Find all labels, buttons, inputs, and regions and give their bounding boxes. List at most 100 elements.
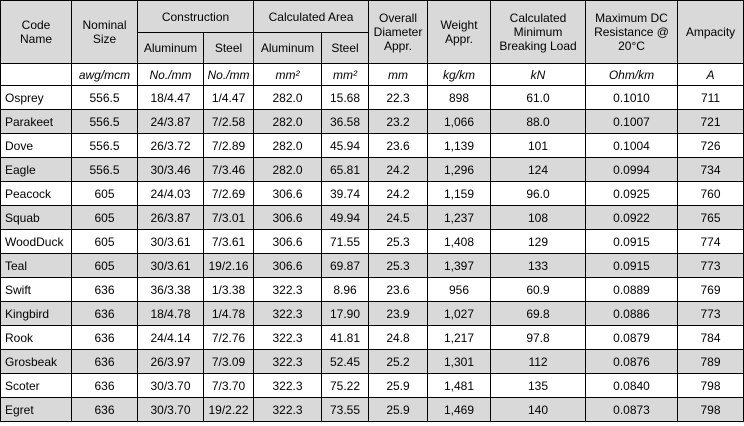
data-cell: 636 [71, 397, 138, 422]
data-cell: 19/2.16 [203, 253, 254, 278]
data-cell: 726 [677, 133, 744, 158]
data-cell: 1,481 [427, 373, 492, 398]
data-cell: 24/4.14 [137, 325, 204, 350]
data-cell: 1,469 [427, 397, 492, 422]
data-cell: 556.5 [71, 133, 138, 158]
data-cell: 36.58 [320, 109, 370, 134]
data-cell: 61.0 [490, 85, 587, 110]
data-cell: 30/3.46 [137, 157, 204, 182]
data-cell: 7/2.58 [203, 109, 254, 134]
data-cell: 1,159 [427, 181, 492, 206]
data-cell: 1,237 [427, 205, 492, 230]
header-cell: Weight Appr. [427, 0, 492, 64]
subheader-cell: Steel [320, 32, 370, 64]
data-cell: 306.6 [253, 229, 322, 254]
data-cell: 133 [490, 253, 587, 278]
data-cell: 0.0925 [585, 181, 679, 206]
data-cell: 322.3 [253, 373, 322, 398]
data-cell: 7/2.69 [203, 181, 254, 206]
table-row: Peacock 605 24/4.03 7/2.69 306.6 39.74 24.2 1,1… [0, 181, 744, 206]
data-cell: 0.0873 [585, 397, 679, 422]
data-cell: 0.0886 [585, 301, 679, 326]
data-cell: 956 [427, 277, 492, 302]
data-cell: 306.6 [253, 181, 322, 206]
code-name-cell: Egret [0, 397, 72, 422]
data-cell: 322.3 [253, 397, 322, 422]
data-cell: 322.3 [253, 301, 322, 326]
data-cell: 24/4.03 [137, 181, 204, 206]
code-name-cell: Swift [0, 277, 72, 302]
data-cell: 282.0 [253, 133, 322, 158]
data-cell: 25.9 [368, 373, 429, 398]
units-cell: mm [368, 63, 429, 86]
data-cell: 140 [490, 397, 587, 422]
data-cell: 721 [677, 109, 744, 134]
data-cell: 129 [490, 229, 587, 254]
data-cell: 784 [677, 325, 744, 350]
data-cell: 556.5 [71, 157, 138, 182]
code-name-cell: Dove [0, 133, 72, 158]
data-cell: 711 [677, 85, 744, 110]
data-cell: 15.68 [320, 85, 370, 110]
data-cell: 23.2 [368, 109, 429, 134]
data-cell: 7/3.09 [203, 349, 254, 374]
table-row: WoodDuck 605 30/3.61 7/3.61 306.6 71.55 25.3 1,… [0, 229, 744, 254]
data-cell: 322.3 [253, 349, 322, 374]
data-cell: 17.90 [320, 301, 370, 326]
code-name-cell: Osprey [0, 85, 72, 110]
data-cell: 8.96 [320, 277, 370, 302]
header-cell: Maximum DC Resistance @ 20°C [585, 0, 679, 64]
header-cell: Code Name [0, 0, 72, 64]
data-cell: 39.74 [320, 181, 370, 206]
data-cell: 773 [677, 253, 744, 278]
data-cell: 605 [71, 205, 138, 230]
data-cell: 135 [490, 373, 587, 398]
data-cell: 23.9 [368, 301, 429, 326]
code-name-cell: Scoter [0, 373, 72, 398]
data-cell: 322.3 [253, 325, 322, 350]
data-cell: 65.81 [320, 157, 370, 182]
data-cell: 773 [677, 301, 744, 326]
data-cell: 636 [71, 325, 138, 350]
code-name-cell: Peacock [0, 181, 72, 206]
data-cell: 1,296 [427, 157, 492, 182]
units-cell: A [677, 63, 744, 86]
data-cell: 1,397 [427, 253, 492, 278]
code-name-cell: Rook [0, 325, 72, 350]
data-cell: 30/3.70 [137, 397, 204, 422]
code-name-cell: Parakeet [0, 109, 72, 134]
header-cell: Calculated Minimum Breaking Load [490, 0, 587, 64]
data-cell: 0.1010 [585, 85, 679, 110]
data-cell: 24/3.87 [137, 109, 204, 134]
data-cell: 23.6 [368, 133, 429, 158]
data-cell: 24.5 [368, 205, 429, 230]
data-cell: 282.0 [253, 157, 322, 182]
data-cell: 41.81 [320, 325, 370, 350]
data-cell: 22.3 [368, 85, 429, 110]
data-cell: 7/3.61 [203, 229, 254, 254]
data-cell: 1,217 [427, 325, 492, 350]
data-cell: 18/4.47 [137, 85, 204, 110]
data-cell: 636 [71, 349, 138, 374]
data-cell: 88.0 [490, 109, 587, 134]
data-cell: 97.8 [490, 325, 587, 350]
data-cell: 18/4.78 [137, 301, 204, 326]
table-row: Grosbeak 636 26/3.97 7/3.09 322.3 52.45 25.2 1,… [0, 349, 744, 374]
data-cell: 69.87 [320, 253, 370, 278]
data-cell: 7/3.70 [203, 373, 254, 398]
data-cell: 306.6 [253, 205, 322, 230]
table-row: Teal 605 30/3.61 19/2.16 306.6 69.87 25.3 1,397… [0, 253, 744, 278]
data-cell: 60.9 [490, 277, 587, 302]
table-row: Parakeet 556.5 24/3.87 7/2.58 282.0 36.58 23.2… [0, 109, 744, 134]
data-cell: 26/3.97 [137, 349, 204, 374]
units-cell: No./mm [137, 63, 204, 86]
code-name-cell: Squab [0, 205, 72, 230]
subheader-cell: Aluminum [253, 32, 322, 64]
data-cell: 101 [490, 133, 587, 158]
data-cell: 24.8 [368, 325, 429, 350]
data-cell: 36/3.38 [137, 277, 204, 302]
header-cell: Nominal Size [71, 0, 138, 64]
data-cell: 73.55 [320, 397, 370, 422]
data-cell: 798 [677, 373, 744, 398]
header-cell: Calculated Area [252, 0, 370, 33]
